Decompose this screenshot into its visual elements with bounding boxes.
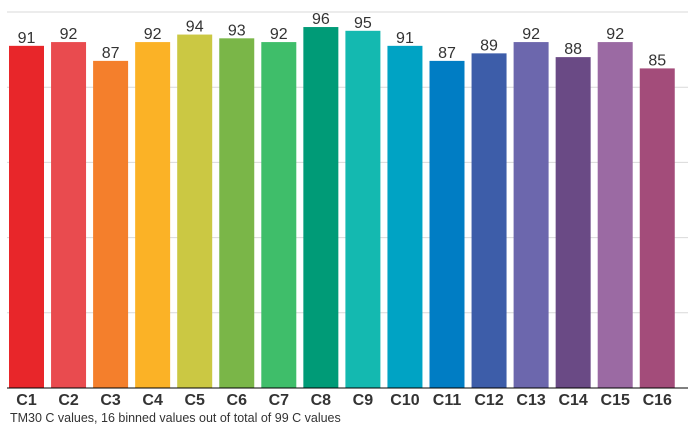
value-labels: 91 92 87 92 94 93 92 96 95 91 87 89 92 88 92 85	[18, 11, 667, 69]
bar-c15	[597, 42, 633, 389]
value-label-c4: 92	[144, 26, 162, 43]
category-label-c10: C10	[390, 392, 419, 409]
value-label-c1: 91	[18, 30, 36, 47]
value-label-c9: 95	[354, 15, 372, 32]
category-label-c9: C9	[353, 392, 374, 409]
bar-c12	[471, 53, 507, 389]
category-label-c11: C11	[433, 392, 462, 409]
bar-c10	[387, 45, 423, 389]
category-label-c8: C8	[311, 392, 332, 409]
bar-c16	[639, 68, 675, 389]
bar-c9	[345, 30, 381, 389]
value-label-c11: 87	[438, 45, 456, 62]
category-label-c14: C14	[558, 392, 587, 409]
category-label-c7: C7	[269, 392, 290, 409]
category-label-c12: C12	[474, 392, 503, 409]
bar-c13	[513, 42, 549, 389]
category-label-c13: C13	[516, 392, 545, 409]
category-label-c1: C1	[16, 392, 37, 409]
value-label-c6: 93	[228, 22, 246, 39]
category-label-c6: C6	[227, 392, 248, 409]
value-label-c10: 91	[396, 30, 414, 47]
bar-c8	[303, 27, 339, 388]
bar-c3	[93, 60, 129, 388]
category-label-c5: C5	[184, 392, 205, 409]
value-label-c15: 92	[606, 26, 624, 43]
bar-c11	[429, 60, 465, 388]
category-label-c4: C4	[142, 392, 163, 409]
category-labels: C1 C2 C3 C4 C5 C6 C7 C8 C9 C10 C11 C12 C13 C14 C15 C16	[16, 392, 672, 409]
value-label-c7: 92	[270, 26, 288, 43]
bar-c4	[135, 42, 171, 389]
category-label-c15: C15	[601, 392, 630, 409]
value-label-c16: 85	[648, 52, 666, 69]
value-label-c2: 92	[60, 26, 78, 43]
value-label-c14: 88	[564, 41, 582, 58]
category-label-c2: C2	[58, 392, 79, 409]
value-label-c13: 92	[522, 26, 540, 43]
bars	[9, 27, 675, 389]
value-label-c3: 87	[102, 45, 120, 62]
chart-caption: TM30 C values, 16 binned values out of t…	[10, 411, 341, 425]
category-label-c3: C3	[100, 392, 121, 409]
bar-c5	[177, 34, 213, 389]
bar-c2	[51, 42, 87, 389]
bar-c14	[555, 57, 591, 389]
category-label-c16: C16	[643, 392, 672, 409]
bar-c1	[9, 45, 44, 389]
value-label-c12: 89	[480, 37, 498, 54]
bar-c7	[261, 42, 297, 389]
value-label-c8: 96	[312, 11, 330, 28]
value-label-c5: 94	[186, 19, 204, 36]
bar-c6	[219, 38, 255, 388]
